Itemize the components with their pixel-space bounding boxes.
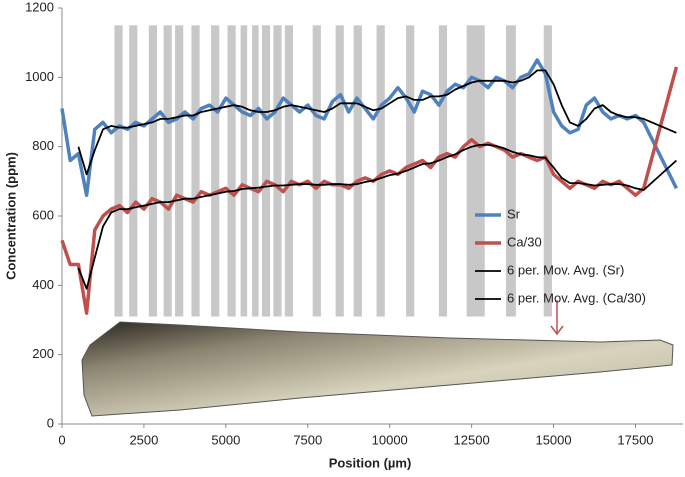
x-tick-label: 10000 bbox=[372, 432, 408, 447]
series-line bbox=[77, 144, 678, 290]
sample-band bbox=[353, 25, 362, 317]
x-axis-title: Position (µm) bbox=[329, 455, 412, 470]
sample-band bbox=[114, 25, 123, 317]
red-arrow bbox=[550, 300, 564, 336]
sample-band bbox=[284, 25, 294, 317]
sample-band bbox=[376, 25, 385, 317]
sample-band bbox=[163, 25, 172, 317]
x-tick-label: 2500 bbox=[129, 432, 158, 447]
legend-label: 6 per. Mov. Avg. (Ca/30) bbox=[507, 290, 646, 305]
sample-band bbox=[252, 25, 259, 317]
y-tick-label: 200 bbox=[32, 346, 54, 361]
sample-band bbox=[148, 25, 158, 317]
legend-label: 6 per. Mov. Avg. (Sr) bbox=[507, 262, 624, 277]
x-tick-label: 12500 bbox=[454, 432, 490, 447]
x-tick-label: 5000 bbox=[211, 432, 240, 447]
y-tick-label: 1200 bbox=[25, 0, 54, 14]
sample-band bbox=[240, 25, 248, 317]
y-tick-label: 1000 bbox=[25, 69, 54, 84]
sample-band bbox=[175, 25, 184, 317]
sample-band bbox=[335, 25, 344, 317]
sample-band bbox=[312, 25, 321, 317]
sample-band bbox=[406, 25, 415, 317]
specimen-image bbox=[81, 321, 674, 417]
legend-label: Sr bbox=[507, 206, 521, 221]
y-tick-label: 0 bbox=[47, 415, 54, 430]
series-line bbox=[60, 58, 678, 197]
x-tick-label: 17500 bbox=[617, 432, 653, 447]
sample-band bbox=[506, 25, 516, 317]
x-tick-label: 15000 bbox=[535, 432, 571, 447]
y-tick-label: 400 bbox=[32, 277, 54, 292]
sample-band bbox=[129, 25, 138, 317]
x-tick-label: 0 bbox=[58, 432, 65, 447]
sample-band bbox=[227, 25, 236, 317]
sample-band bbox=[211, 25, 220, 317]
sample-band bbox=[466, 25, 485, 317]
sample-band bbox=[261, 25, 271, 317]
sample-band bbox=[438, 25, 448, 317]
sample-band bbox=[191, 25, 200, 317]
y-tick-label: 800 bbox=[32, 138, 54, 153]
sample-band bbox=[543, 25, 552, 317]
y-axis-title: Concentration (ppm) bbox=[3, 152, 18, 280]
x-tick-label: 7500 bbox=[293, 432, 322, 447]
y-tick-label: 600 bbox=[32, 207, 54, 222]
sample-band bbox=[273, 25, 282, 317]
series-line bbox=[77, 69, 677, 176]
legend-label: Ca/30 bbox=[507, 234, 542, 249]
